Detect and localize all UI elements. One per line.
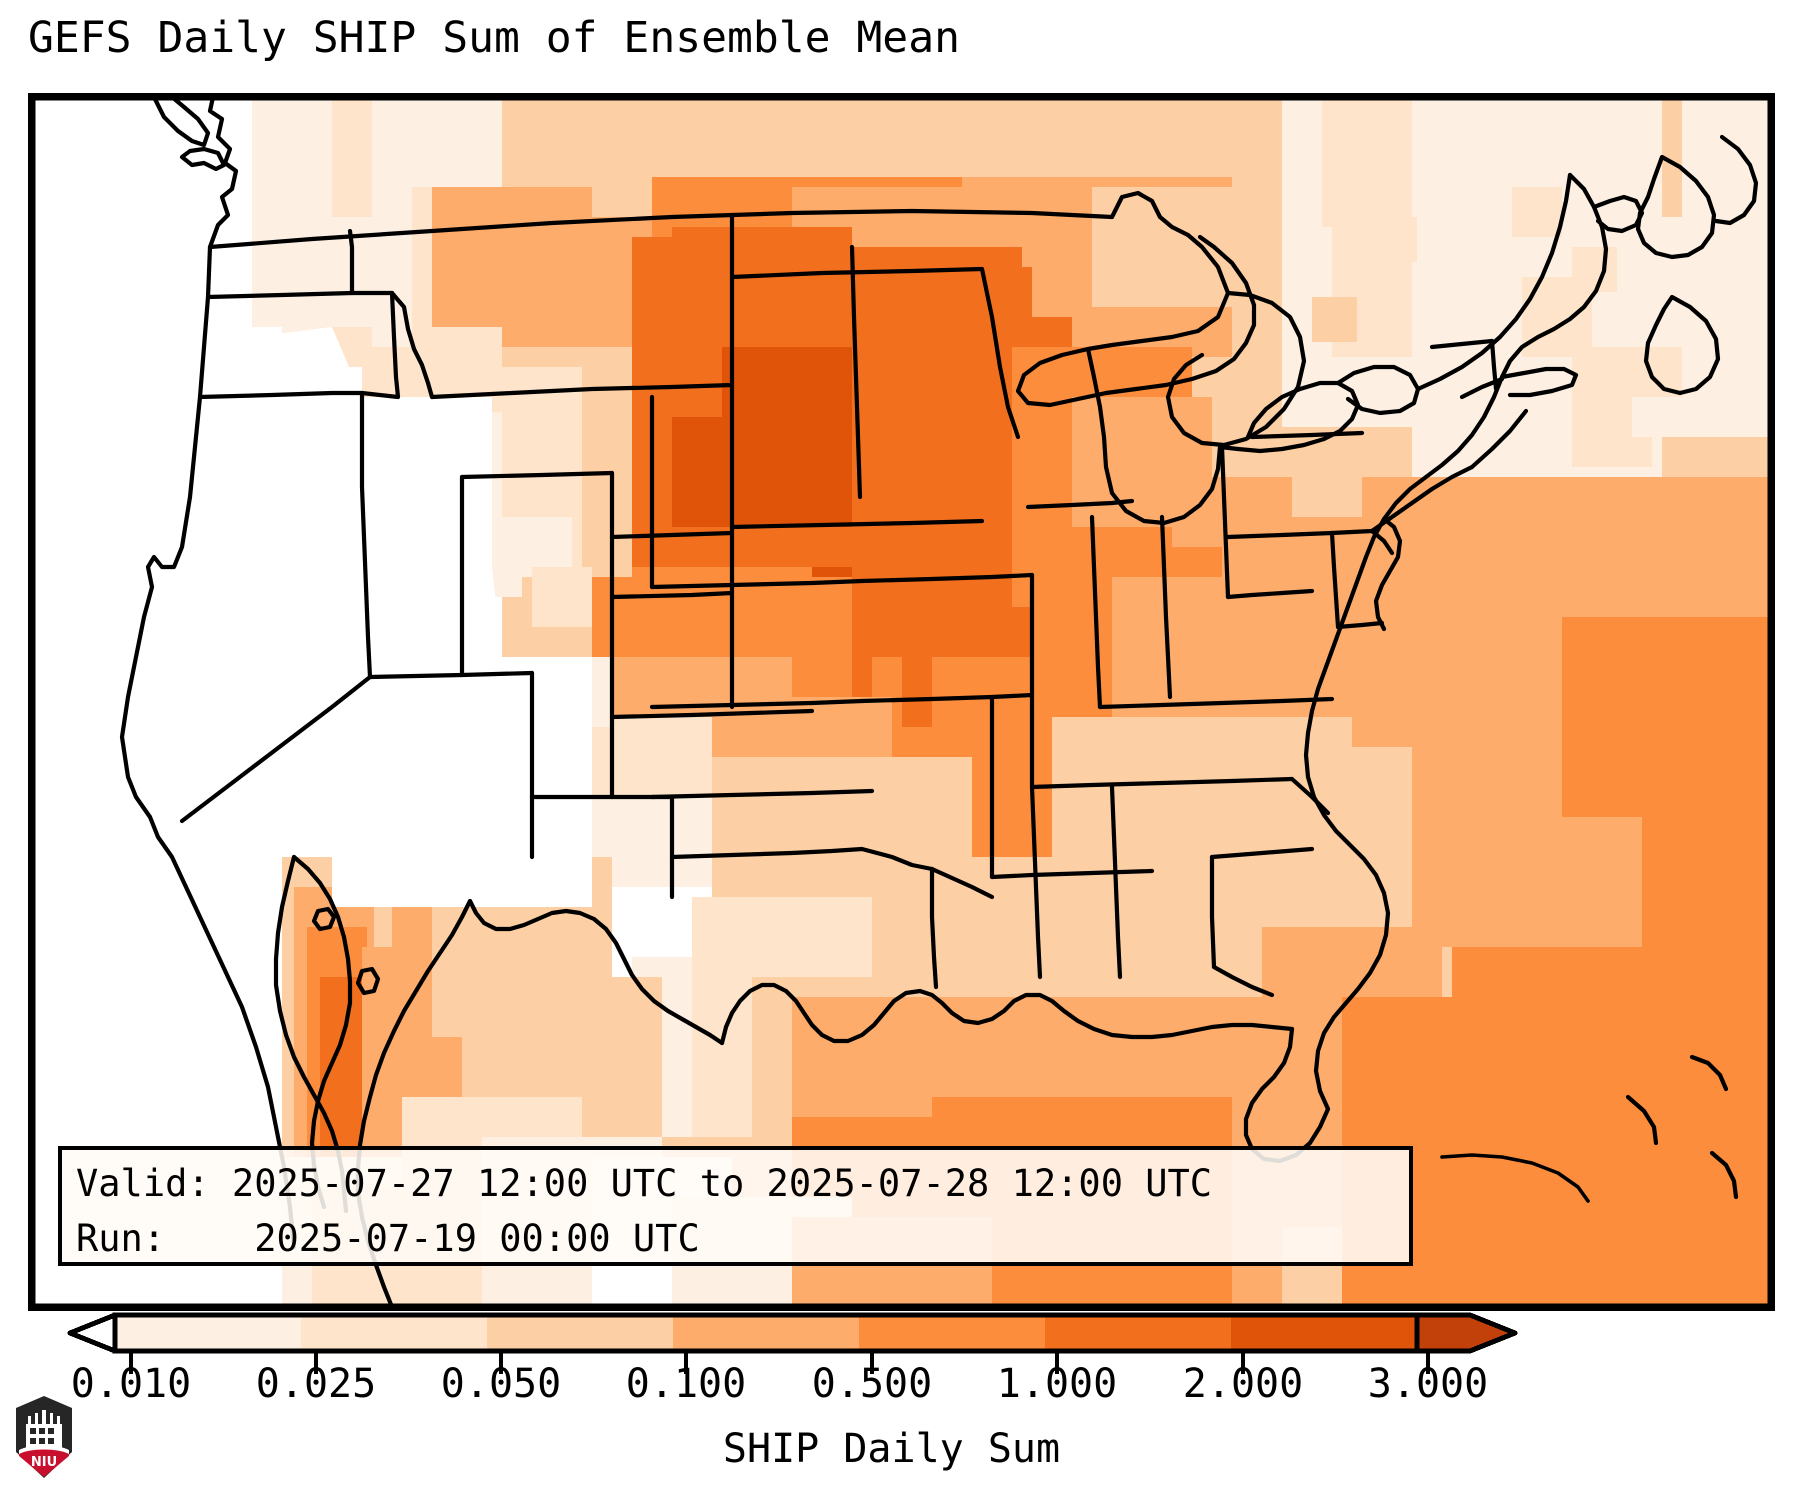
cb-tick-2: 0.050: [440, 1361, 562, 1407]
colorbar-axis-label: SHIP Daily Sum: [0, 1423, 1803, 1475]
page-title: GEFS Daily SHIP Sum of Ensemble Mean: [28, 13, 960, 63]
cb-tick-5: 1.000: [996, 1361, 1118, 1407]
cb-tick-6: 2.000: [1182, 1361, 1304, 1407]
colorbar-tick-labels: 0.010 0.025 0.050 0.100 0.500 1.000 2.00…: [0, 1360, 1803, 1420]
cb-tick-1: 0.025: [255, 1361, 377, 1407]
cb-tick-4: 0.500: [811, 1361, 933, 1407]
colorbar-svg[interactable]: [0, 1300, 1803, 1390]
cb-tick-3: 0.100: [625, 1361, 747, 1407]
cb-tick-0: 0.010: [70, 1361, 192, 1407]
map-svg: [32, 97, 1771, 1307]
colorbar[interactable]: [0, 1300, 1803, 1390]
valid-line: Valid: 2025-07-27 12:00 UTC to 2025-07-2…: [76, 1162, 1213, 1205]
map-panel: [28, 93, 1775, 1311]
run-line: Run: 2025-07-19 00:00 UTC: [76, 1217, 700, 1260]
niu-logo: NIU: [16, 1396, 72, 1478]
map-borders: [119, 97, 1759, 1307]
niu-logo-text: NIU: [31, 1455, 57, 1470]
data-field: [32, 97, 1771, 1307]
colorbar-axis-label-text: SHIP Daily Sum: [722, 1426, 1061, 1472]
info-box: Valid: 2025-07-27 12:00 UTC to 2025-07-2…: [58, 1146, 1413, 1266]
cb-tick-7: 3.000: [1367, 1361, 1489, 1407]
